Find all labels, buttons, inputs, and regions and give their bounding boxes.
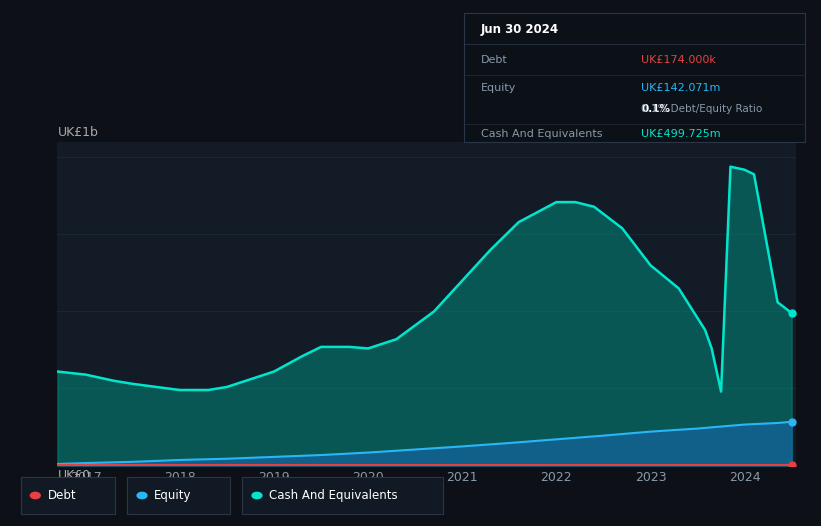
Text: UK£142.071m: UK£142.071m bbox=[641, 83, 720, 93]
Text: UK£1b: UK£1b bbox=[57, 126, 99, 139]
Text: Debt: Debt bbox=[481, 55, 507, 65]
Text: Cash And Equivalents: Cash And Equivalents bbox=[269, 489, 398, 502]
Text: Jun 30 2024: Jun 30 2024 bbox=[481, 23, 559, 36]
Text: Equity: Equity bbox=[154, 489, 192, 502]
Text: UK£174.000k: UK£174.000k bbox=[641, 55, 716, 65]
Text: Cash And Equivalents: Cash And Equivalents bbox=[481, 129, 603, 139]
Text: Equity: Equity bbox=[481, 83, 516, 93]
Text: 0.1% Debt/Equity Ratio: 0.1% Debt/Equity Ratio bbox=[641, 104, 762, 114]
Text: UK£0: UK£0 bbox=[57, 469, 90, 482]
Text: Debt: Debt bbox=[48, 489, 76, 502]
Text: UK£499.725m: UK£499.725m bbox=[641, 129, 721, 139]
Text: 0.1%: 0.1% bbox=[641, 104, 670, 114]
